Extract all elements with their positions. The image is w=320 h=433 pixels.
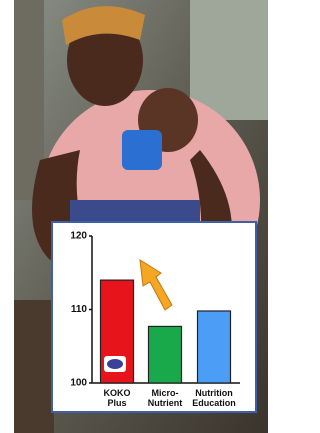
y-tick-label: 120 bbox=[70, 231, 87, 242]
y-tick-label: 100 bbox=[70, 378, 87, 389]
logo bbox=[104, 356, 126, 372]
bar bbox=[198, 311, 231, 383]
bar bbox=[149, 326, 182, 383]
y-tick-label: 110 bbox=[71, 304, 88, 315]
x-tick-label: KOKO Plus bbox=[93, 388, 141, 408]
x-tick-label: Micro-Nutrient bbox=[141, 388, 189, 408]
chart: 100 110 120 bbox=[0, 0, 280, 433]
x-tick-label: Nutrition Education bbox=[190, 388, 238, 408]
